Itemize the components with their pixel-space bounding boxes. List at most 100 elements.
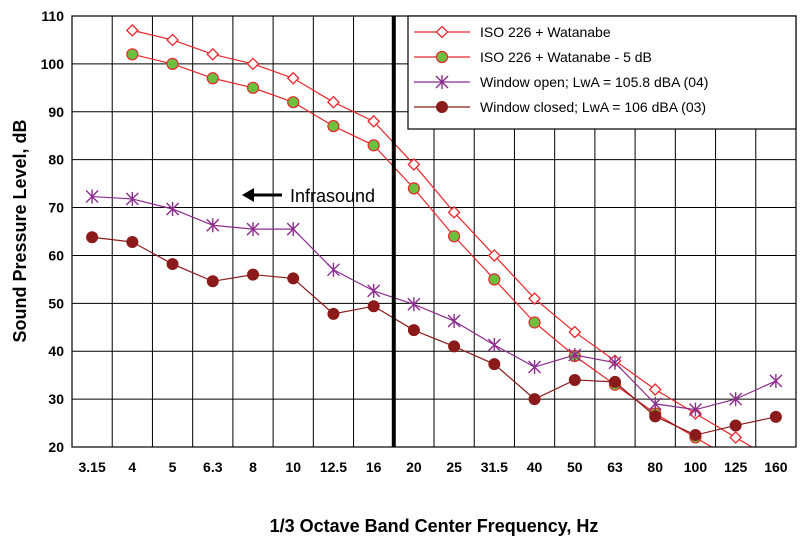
data-point bbox=[327, 307, 340, 320]
y-axis-ticks: 20 30 40 50 60 70 80 90 100 110 bbox=[41, 8, 65, 455]
data-point bbox=[448, 340, 461, 353]
x-tick-label: 80 bbox=[647, 459, 663, 475]
data-point bbox=[206, 72, 219, 85]
legend-item: Window closed; LwA = 106 dBA (03) bbox=[414, 99, 706, 115]
legend-marker bbox=[435, 50, 449, 64]
x-axis-ticks: 3.15 4 5 6.3 8 10 12.5 16 20 25 31.5 40 50 63 80 100 125… bbox=[78, 459, 787, 475]
legend: ISO 226 + Watanabe ISO 226 + Watanabe - 5… bbox=[407, 15, 797, 130]
data-point bbox=[689, 429, 702, 442]
x-tick-label: 40 bbox=[527, 459, 543, 475]
data-point bbox=[448, 230, 461, 243]
data-point bbox=[649, 410, 662, 423]
legend-box bbox=[407, 15, 797, 130]
data-point bbox=[528, 316, 541, 329]
y-tick-label: 80 bbox=[48, 152, 64, 168]
data-point bbox=[688, 402, 702, 417]
data-point bbox=[247, 268, 259, 281]
data-point bbox=[86, 231, 99, 244]
y-tick-label: 90 bbox=[48, 104, 64, 120]
series-line bbox=[92, 236, 777, 436]
legend-marker bbox=[436, 101, 448, 113]
data-point bbox=[770, 480, 781, 491]
series-layer bbox=[85, 23, 783, 491]
data-point bbox=[166, 57, 179, 70]
y-tick-label: 50 bbox=[48, 295, 64, 311]
data-point bbox=[246, 222, 260, 237]
legend-item: ISO 226 + Watanabe - 5 dB bbox=[414, 49, 652, 65]
data-point bbox=[367, 114, 381, 128]
x-tick-label: 25 bbox=[446, 459, 462, 475]
data-point bbox=[125, 191, 139, 206]
data-point bbox=[488, 273, 501, 286]
data-point bbox=[407, 182, 420, 195]
data-point bbox=[407, 324, 420, 337]
data-point bbox=[528, 292, 541, 305]
data-point bbox=[487, 249, 501, 262]
legend-label: ISO 226 + Watanabe bbox=[480, 24, 611, 40]
x-tick-label: 20 bbox=[406, 459, 422, 475]
data-point bbox=[125, 23, 139, 37]
series-4 bbox=[86, 231, 782, 442]
legend-label: Window open; LwA = 105.8 dBA (04) bbox=[480, 74, 708, 90]
data-point bbox=[528, 360, 542, 375]
data-point bbox=[327, 120, 340, 133]
series-line bbox=[92, 195, 777, 411]
data-point bbox=[287, 272, 300, 285]
data-point bbox=[327, 95, 340, 109]
data-point bbox=[166, 201, 180, 216]
legend-item: Window open; LwA = 105.8 dBA (04) bbox=[414, 74, 708, 90]
y-tick-label: 20 bbox=[48, 439, 64, 455]
data-point bbox=[367, 300, 380, 313]
y-tick-label: 40 bbox=[48, 343, 64, 359]
x-tick-label: 10 bbox=[285, 459, 301, 475]
y-axis-title: Sound Pressure Level, dB bbox=[10, 119, 30, 342]
infrasound-label: Infrasound bbox=[290, 186, 375, 206]
data-point bbox=[447, 205, 461, 219]
x-tick-label: 4 bbox=[128, 459, 136, 475]
series-1 bbox=[125, 23, 753, 447]
data-point bbox=[568, 325, 582, 339]
x-tick-label: 63 bbox=[607, 459, 623, 475]
data-point bbox=[367, 139, 380, 152]
data-point bbox=[126, 48, 139, 61]
x-tick-label: 5 bbox=[169, 459, 177, 475]
x-tick-label: 160 bbox=[764, 459, 788, 475]
data-point bbox=[286, 222, 300, 237]
infrasound-arrow-head bbox=[242, 188, 254, 202]
data-point bbox=[488, 358, 501, 371]
data-point bbox=[126, 236, 139, 249]
data-point bbox=[206, 275, 219, 288]
x-tick-label: 31.5 bbox=[481, 459, 508, 475]
x-tick-label: 12.5 bbox=[320, 459, 347, 475]
series-3 bbox=[85, 189, 783, 417]
legend-item: ISO 226 + Watanabe bbox=[414, 24, 611, 40]
data-point bbox=[407, 158, 421, 171]
data-point bbox=[729, 431, 743, 444]
legend-label: ISO 226 + Watanabe - 5 dB bbox=[480, 49, 652, 65]
infrasound-annotation: Infrasound bbox=[242, 186, 375, 206]
legend-label: Window closed; LwA = 106 dBA (03) bbox=[480, 99, 706, 115]
data-point bbox=[206, 218, 220, 233]
y-tick-label: 60 bbox=[48, 247, 64, 263]
y-tick-label: 110 bbox=[41, 8, 64, 24]
data-point bbox=[487, 337, 501, 352]
data-point bbox=[246, 57, 260, 71]
data-point bbox=[648, 396, 662, 411]
data-point bbox=[608, 355, 622, 370]
data-point bbox=[729, 419, 742, 432]
data-point bbox=[287, 96, 300, 109]
data-point bbox=[326, 262, 340, 277]
data-point bbox=[648, 383, 662, 396]
series-2 bbox=[126, 48, 781, 491]
data-point bbox=[166, 33, 179, 47]
x-tick-label: 16 bbox=[366, 459, 382, 475]
legend-marker bbox=[435, 75, 449, 89]
x-tick-label: 3.15 bbox=[78, 459, 105, 475]
data-point bbox=[85, 189, 99, 204]
data-point bbox=[568, 373, 581, 386]
y-tick-label: 70 bbox=[48, 200, 64, 216]
data-point bbox=[609, 375, 621, 388]
x-tick-label: 125 bbox=[724, 459, 748, 475]
x-tick-label: 50 bbox=[567, 459, 583, 475]
x-tick-label: 6.3 bbox=[203, 459, 223, 475]
